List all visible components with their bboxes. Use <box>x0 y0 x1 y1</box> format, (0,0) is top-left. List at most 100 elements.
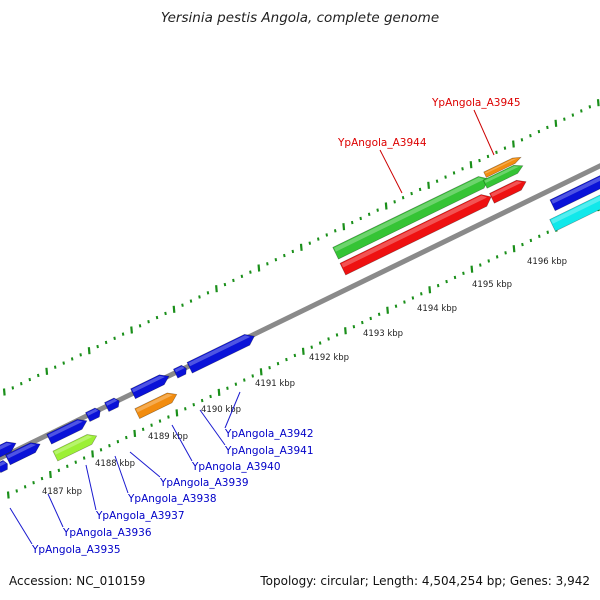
gene-red-b-shine <box>490 181 523 197</box>
outer-tick <box>96 344 99 349</box>
inner-tick <box>546 230 550 234</box>
topology-text: Topology: circular; Length: 4,504,254 bp… <box>260 574 590 588</box>
outer-tick <box>401 196 405 200</box>
gene-label[interactable]: YpAngola_A3936 <box>62 527 152 539</box>
gene-blue-j-shine <box>551 176 600 204</box>
outer-tick <box>274 258 278 262</box>
outer-tick <box>469 161 473 169</box>
gene-green-b[interactable] <box>482 164 524 189</box>
outer-tick <box>444 175 447 179</box>
inner-tick <box>133 429 137 438</box>
outer-tick <box>240 274 244 278</box>
inner-tick <box>394 304 398 308</box>
inner-tick <box>125 435 128 440</box>
outer-tick <box>308 241 312 245</box>
gene-blue-h-shine <box>174 366 185 373</box>
gene-labels: YpAngola_A3935 YpAngola_A3936 YpAngola_A39… <box>31 97 521 556</box>
gene-blue-b[interactable] <box>0 460 8 474</box>
inner-tick <box>293 353 297 358</box>
inner-tick <box>99 448 103 452</box>
outer-tick <box>316 237 320 241</box>
gene-blue-g[interactable] <box>130 374 170 400</box>
outer-tick <box>53 365 57 369</box>
gene-blue-e[interactable] <box>85 407 101 422</box>
gene-red-b[interactable] <box>489 179 527 204</box>
gene-blue-a[interactable] <box>0 441 17 466</box>
gene-label[interactable]: YpAngola_A3938 <box>127 493 217 505</box>
gene-orange-a[interactable] <box>134 392 178 419</box>
inner-tick <box>192 402 196 407</box>
outer-tick <box>367 212 371 216</box>
inner-tick <box>66 464 69 468</box>
gene-label[interactable]: YpAngola_A3941 <box>224 445 314 457</box>
inner-tick <box>504 251 507 255</box>
outer-tick <box>36 373 40 378</box>
inner-tick <box>40 476 44 481</box>
outer-tick <box>512 140 515 148</box>
inner-tick <box>184 407 187 411</box>
inner-tick <box>495 255 499 259</box>
outer-tick <box>325 233 329 237</box>
outer-tick <box>206 291 210 295</box>
outer-tick <box>257 264 261 272</box>
gene-label[interactable]: YpAngola_A3935 <box>31 544 121 556</box>
outer-tick <box>384 202 388 210</box>
gene-orange-b-shine <box>485 158 518 174</box>
outer-tick <box>2 388 6 396</box>
gene-orange-b[interactable] <box>483 156 522 178</box>
inner-tick <box>487 259 491 263</box>
outer-tick <box>393 200 396 204</box>
outer-tick <box>283 253 286 258</box>
outer-tick <box>28 377 32 382</box>
outer-tick <box>537 129 541 134</box>
inner-tick <box>386 306 389 314</box>
leader-line <box>47 493 64 528</box>
inner-tick <box>361 320 364 325</box>
gene-label[interactable]: YpAngola_A3945 <box>431 97 521 109</box>
inner-tick <box>479 263 482 267</box>
outer-tick <box>342 223 346 231</box>
gene-label[interactable]: YpAngola_A3944 <box>337 137 427 149</box>
gene-blue-d[interactable] <box>46 419 88 445</box>
outer-tick <box>79 353 82 357</box>
outer-tick <box>266 262 269 266</box>
gene-label[interactable]: YpAngola_A3940 <box>191 461 281 473</box>
leader-line <box>379 149 403 194</box>
outer-tick <box>503 146 507 150</box>
gene-green-a[interactable] <box>332 176 489 260</box>
gene-blue-i[interactable] <box>186 334 255 374</box>
outer-tick <box>580 109 583 113</box>
gene-blue-c[interactable] <box>5 442 41 466</box>
inner-tick <box>234 382 238 386</box>
gene-lime[interactable] <box>52 434 98 462</box>
leader-line <box>114 455 129 494</box>
outer-tick <box>427 181 430 189</box>
gene-red-a[interactable] <box>339 194 492 276</box>
leader-line <box>171 424 193 462</box>
inner-tick <box>167 415 170 419</box>
outer-tick <box>11 386 15 390</box>
outer-tick <box>299 243 303 251</box>
gene-blue-h[interactable] <box>173 364 187 379</box>
outer-tick <box>198 295 201 299</box>
outer-tick <box>452 171 456 175</box>
outer-tick <box>554 119 558 127</box>
inner-tick <box>23 485 27 489</box>
inner-tick <box>141 427 145 432</box>
inner-tick <box>301 347 305 355</box>
gene-label[interactable]: YpAngola_A3937 <box>95 510 185 522</box>
gene-label[interactable]: YpAngola_A3939 <box>159 477 249 489</box>
inner-tick <box>268 366 271 370</box>
inner-tick <box>411 296 415 300</box>
outer-tick <box>376 208 379 212</box>
gene-blue-f[interactable] <box>104 397 120 412</box>
inner-tick <box>327 337 330 341</box>
gene-label[interactable]: YpAngola_A3942 <box>224 428 314 440</box>
gene-blue-j[interactable] <box>549 173 600 212</box>
gene-label-leaders <box>9 109 495 545</box>
inner-tick <box>377 312 381 317</box>
outer-tick <box>571 113 575 117</box>
gene-blue-c-shine <box>6 443 37 459</box>
gene-cyan[interactable] <box>549 192 600 232</box>
